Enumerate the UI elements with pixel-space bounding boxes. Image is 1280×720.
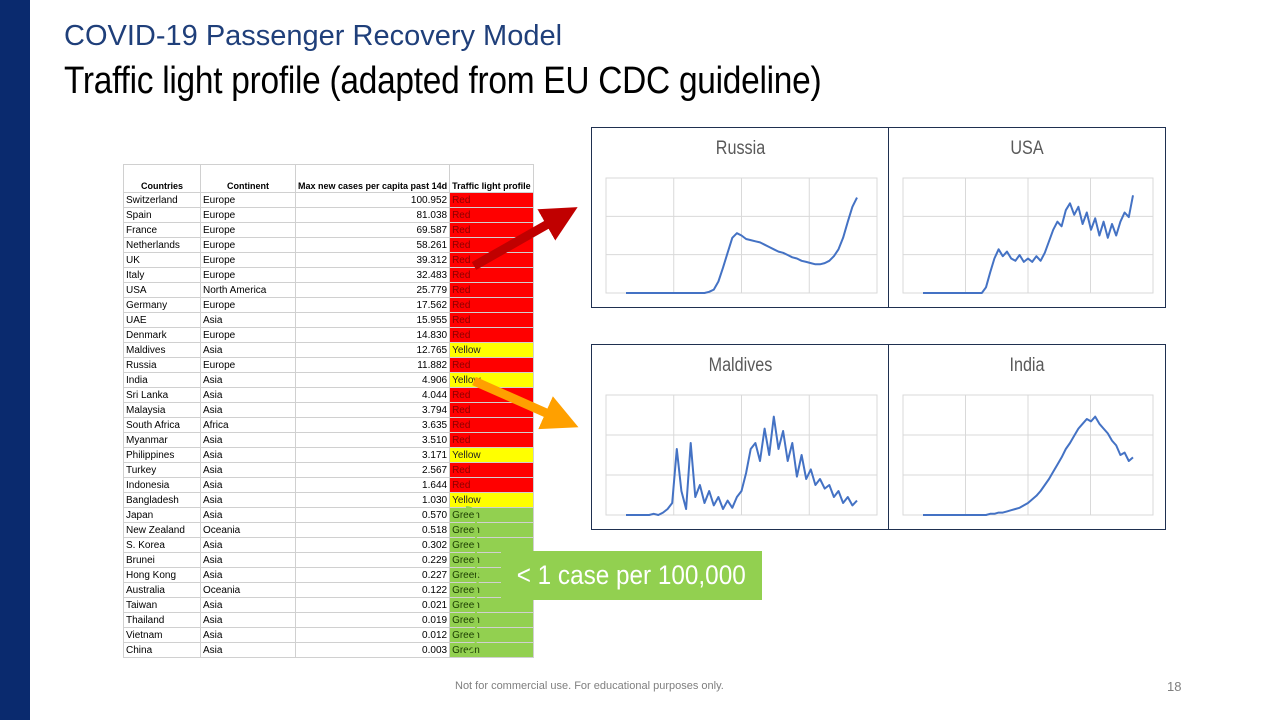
red-arrow-icon bbox=[471, 207, 578, 270]
cell-country: China bbox=[123, 642, 201, 658]
cell-profile: Green bbox=[449, 597, 534, 613]
chart-title: India bbox=[1009, 355, 1045, 376]
table-row: Hong Kong Asia 0.227 Green bbox=[123, 567, 534, 583]
table-header-row: Countries Continent Max new cases per ca… bbox=[123, 164, 534, 193]
cell-profile: Yellow bbox=[449, 492, 534, 508]
footer-disclaimer: Not for commercial use. For educational … bbox=[455, 680, 724, 692]
series-line bbox=[626, 197, 858, 294]
cell-profile: Green bbox=[449, 507, 534, 523]
cell-value: 0.003 bbox=[294, 642, 451, 658]
chart-title: Russia bbox=[715, 138, 766, 159]
table-row: Japan Asia 0.570 Green bbox=[123, 507, 534, 523]
green-brace-icon bbox=[465, 506, 487, 653]
header-continent: Continent bbox=[200, 164, 296, 193]
chart-plot bbox=[902, 177, 1154, 294]
table-row: South Africa Africa 3.635 Red bbox=[123, 417, 534, 433]
cell-profile: Red bbox=[449, 312, 534, 328]
table-row: Bangladesh Asia 1.030 Yellow bbox=[123, 492, 534, 508]
table-row: Vietnam Asia 0.012 Green bbox=[123, 627, 534, 643]
table-row: China Asia 0.003 Green bbox=[123, 642, 534, 658]
cell-profile: Red bbox=[449, 477, 534, 493]
table-row: Switzerland Europe 100.952 Red bbox=[123, 192, 534, 208]
cell-profile: Red bbox=[449, 207, 534, 223]
cell-continent: Asia bbox=[200, 642, 296, 658]
table-row: Philippines Asia 3.171 Yellow bbox=[123, 447, 534, 463]
chart-russia: Russia bbox=[591, 127, 890, 308]
header-traffic-light: Traffic light profile bbox=[449, 164, 534, 193]
cell-profile: Green bbox=[449, 612, 534, 628]
cell-profile: Yellow bbox=[449, 447, 534, 463]
cell-profile: Red bbox=[449, 462, 534, 478]
table-row: Russia Europe 11.882 Red bbox=[123, 357, 534, 373]
cell-profile: Yellow bbox=[449, 372, 534, 388]
table-row: Denmark Europe 14.830 Red bbox=[123, 327, 534, 343]
chart-usa: USA bbox=[888, 127, 1166, 308]
table-row: Myanmar Asia 3.510 Red bbox=[123, 432, 534, 448]
orange-arrow-icon bbox=[472, 376, 579, 430]
table-row: Thailand Asia 0.019 Green bbox=[123, 612, 534, 628]
table-row: Germany Europe 17.562 Red bbox=[123, 297, 534, 313]
chart-maldives: Maldives bbox=[591, 344, 890, 530]
page-number: 18 bbox=[1167, 679, 1182, 694]
header-max-cases: Max new cases per capita past 14d bbox=[294, 164, 451, 193]
table-row: India Asia 4.906 Yellow bbox=[123, 372, 534, 388]
chart-plot bbox=[902, 394, 1154, 516]
green-threshold-callout: < 1 case per 100,000 bbox=[501, 551, 762, 600]
slide-subtitle: COVID-19 Passenger Recovery Model bbox=[64, 20, 563, 52]
table-row: Turkey Asia 2.567 Red bbox=[123, 462, 534, 478]
cell-profile: Red bbox=[449, 432, 534, 448]
cell-profile: Green bbox=[449, 642, 534, 658]
table-body: Switzerland Europe 100.952 Red Spain Europe 81… bbox=[123, 192, 534, 658]
chart-title: USA bbox=[1010, 138, 1044, 159]
cell-profile: Red bbox=[449, 327, 534, 343]
series-line bbox=[923, 195, 1134, 294]
cell-profile: Red bbox=[449, 402, 534, 418]
cell-profile: Green bbox=[449, 537, 534, 553]
table-row: Malaysia Asia 3.794 Red bbox=[123, 402, 534, 418]
chart-plot bbox=[605, 177, 878, 294]
chart-title: Maldives bbox=[708, 355, 773, 376]
chart-plot bbox=[605, 394, 878, 516]
cell-value: 2.567 bbox=[294, 462, 451, 478]
callout-text: < 1 case per 100,000 bbox=[516, 560, 746, 590]
series-line bbox=[626, 415, 858, 516]
table-row: Maldives Asia 12.765 Yellow bbox=[123, 342, 534, 358]
chart-india: India bbox=[888, 344, 1166, 530]
left-accent-bar bbox=[0, 0, 30, 720]
table-row: USA North America 25.779 Red bbox=[123, 282, 534, 298]
cell-profile: Green bbox=[449, 522, 534, 538]
cell-profile: Red bbox=[449, 192, 534, 208]
series-line bbox=[923, 415, 1134, 516]
traffic-light-table: Countries Continent Max new cases per ca… bbox=[123, 164, 534, 658]
slide-title: Traffic light profile (adapted from EU C… bbox=[64, 60, 822, 102]
table-row: Indonesia Asia 1.644 Red bbox=[123, 477, 534, 493]
table-row: Italy Europe 32.483 Red bbox=[123, 267, 534, 283]
cell-profile: Red bbox=[449, 282, 534, 298]
